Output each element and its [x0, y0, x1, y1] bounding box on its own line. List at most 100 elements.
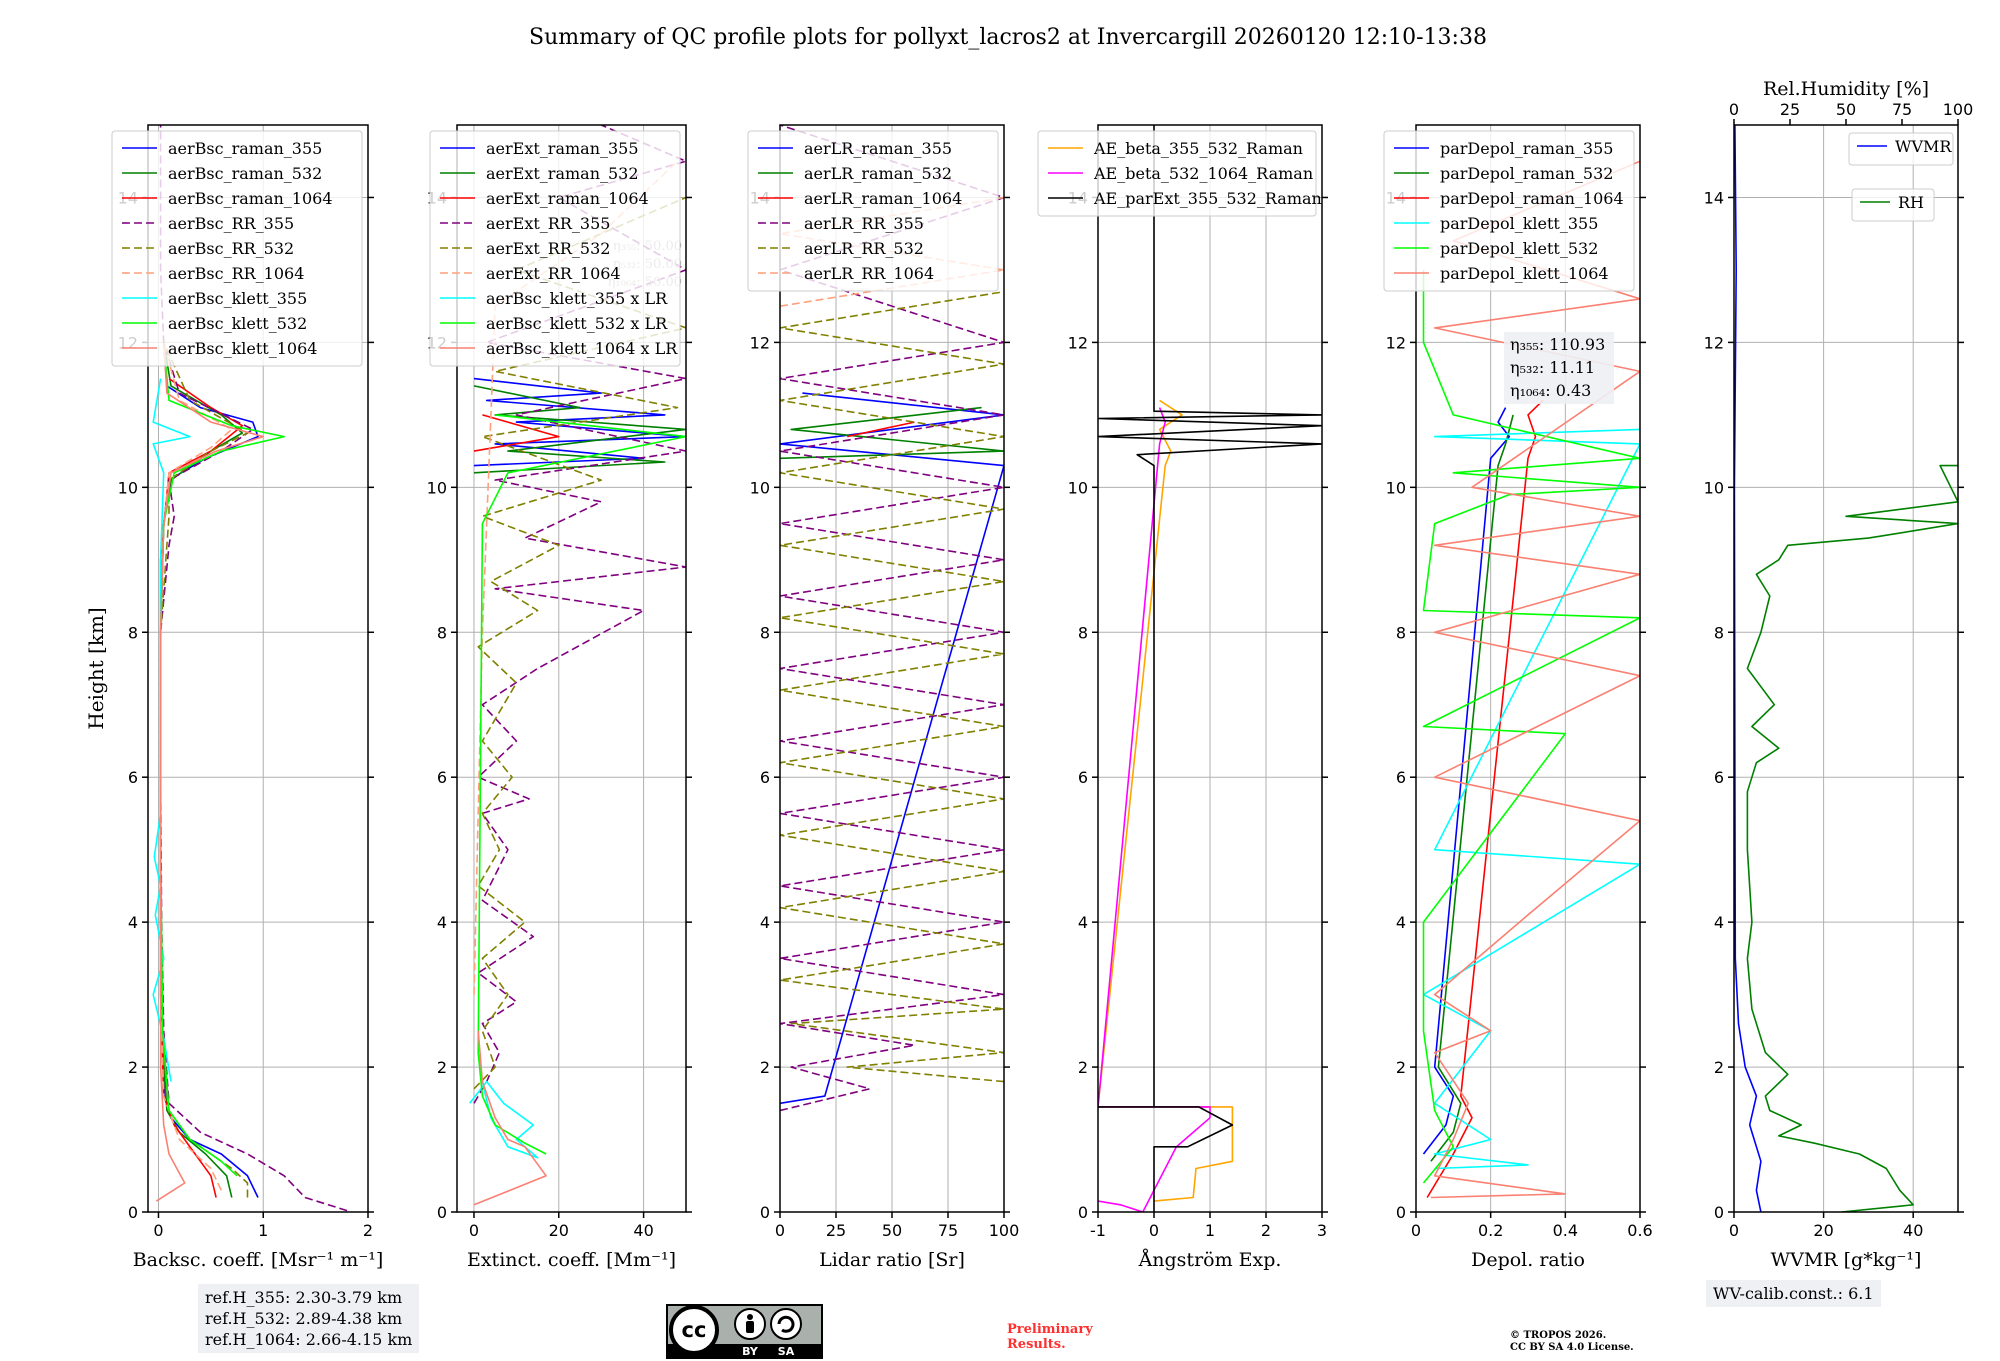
tick-label-y-ae: 10 — [1068, 478, 1088, 497]
legend-label-ext: aerExt_RR_355 — [486, 214, 610, 233]
tick-label-y-bsc: 6 — [128, 768, 138, 787]
legend-box-ae — [1037, 130, 1317, 217]
legend-label-depol: parDepol_klett_355 — [1440, 214, 1598, 233]
tick-label-y-ext: 2 — [437, 1058, 447, 1077]
tick-label-x-ext: 40 — [633, 1221, 653, 1240]
tick-label-x-lr: 25 — [826, 1221, 846, 1240]
legend-label-lr: aerLR_raman_532 — [804, 164, 952, 183]
subplot-depol: 00.20.40.602468101214Depol. ratioparDepo… — [1383, 124, 1653, 1271]
tick-label-top-wv: 100 — [1943, 100, 1974, 119]
tick-label-y-bsc: 10 — [118, 478, 138, 497]
series-line-wv — [1746, 464, 1958, 1212]
series-line-ae — [1098, 125, 1322, 1212]
tick-label-y-bsc: 0 — [128, 1203, 138, 1222]
top-axis-label-wv: Rel.Humidity [%] — [1763, 78, 1929, 100]
tick-label-x-ae: 3 — [1317, 1221, 1327, 1240]
axes-frame-ae — [1097, 124, 1323, 1213]
legend-box-wv — [1851, 188, 1935, 222]
series-group-wv — [1734, 125, 1958, 1212]
legend-label-bsc: aerBsc_RR_1064 — [168, 264, 304, 283]
cc-license-badge[interactable]: cc BY SA — [666, 1304, 823, 1359]
tick-label-top-wv: 50 — [1836, 100, 1856, 119]
figure-title: Summary of QC profile plots for pollyxt_… — [529, 25, 1487, 50]
tick-label-y-depol: 0 — [1396, 1203, 1406, 1222]
legend-label-depol: parDepol_raman_532 — [1440, 164, 1613, 183]
wv-calib-box: WV-calib.const.: 6.1 — [1706, 1280, 1881, 1307]
sa-share-icon — [770, 1308, 802, 1340]
tick-label-x-wv: 20 — [1813, 1221, 1833, 1240]
tick-label-x-ae: 1 — [1205, 1221, 1215, 1240]
tick-label-x-ext: 0 — [469, 1221, 479, 1240]
legend-label-lr: aerLR_raman_1064 — [804, 189, 962, 208]
series-line-bsc — [159, 125, 348, 1212]
legend-label-depol: parDepol_klett_532 — [1440, 239, 1598, 258]
tropos-credit: © TROPOS 2026. CC BY SA 4.0 License. — [1510, 1330, 1634, 1354]
legend-label-ae: AE_beta_532_1064_Raman — [1093, 164, 1313, 183]
legend-label-ext: aerBsc_klett_355 x LR — [486, 289, 668, 308]
x-axis-label-ae: Ångström Exp. — [1138, 1249, 1282, 1271]
series-line-depol — [1430, 414, 1514, 1162]
legend-label-ext: aerBsc_klett_1064 x LR — [486, 339, 678, 358]
preliminary-label: Preliminary Results. — [1007, 1322, 1093, 1352]
legend-label-depol: parDepol_raman_355 — [1440, 139, 1613, 158]
subplot-lr: 025507510002468101214Lidar ratio [Sr]aer… — [747, 124, 1019, 1271]
series-group-depol — [1422, 160, 1640, 1199]
series-line-bsc — [155, 342, 265, 1202]
axes-frame-depol — [1415, 124, 1641, 1213]
tick-label-y-lr: 2 — [760, 1058, 770, 1077]
credit-line-2: CC BY SA 4.0 License. — [1510, 1342, 1634, 1353]
tick-label-y-ae: 2 — [1078, 1058, 1088, 1077]
subplot-wv: 0 20 40 0 2 4 6 8 10 12 14 0 25 50 75 100 Rel.Humidity [… — [1704, 78, 1974, 1271]
series-line-ext — [473, 377, 686, 467]
tick-label-y-ae: 4 — [1078, 913, 1088, 932]
tick-label-y-wv: 2 — [1714, 1058, 1724, 1077]
tick-label-y-wv: 0 — [1714, 1203, 1724, 1222]
series-line-lr — [780, 125, 1004, 1112]
subplot-bsc: 01202468101214Backsc. coeff. [Msr⁻¹ m⁻¹]… — [84, 124, 383, 1271]
tick-label-x-ae: 0 — [1149, 1221, 1159, 1240]
cc-sa-label: SA — [778, 1345, 795, 1357]
series-line-ext — [473, 385, 686, 474]
tick-label-y-ext: 8 — [437, 623, 447, 642]
tick-label-x-depol: 0 — [1411, 1221, 1421, 1240]
legend-label-lr: aerLR_RR_532 — [804, 239, 924, 258]
legend-label-ext: aerExt_RR_1064 — [486, 264, 621, 283]
wv-calib-const: WV-calib.const.: 6.1 — [1713, 1284, 1874, 1303]
tick-label-y-wv: 12 — [1704, 333, 1724, 352]
tick-label-y-ae: 12 — [1068, 333, 1088, 352]
subplot-ae: -1012302468101214Ångström Exp.AE_beta_35… — [1037, 124, 1328, 1271]
ref-height-1064: ref.H_1064: 2.66-4.15 km — [205, 1330, 413, 1349]
series-line-depol — [1422, 269, 1640, 1184]
series-line-ext — [473, 414, 560, 452]
legend-box-bsc — [111, 130, 363, 367]
tick-label-y-wv: 6 — [1714, 768, 1724, 787]
tick-label-y-depol: 6 — [1396, 768, 1406, 787]
tick-label-y-lr: 8 — [760, 623, 770, 642]
legend-label-depol: parDepol_raman_1064 — [1440, 189, 1624, 208]
legend-box-ext — [429, 130, 681, 367]
legend-label-bsc: aerBsc_raman_355 — [168, 139, 322, 158]
tick-label-y-wv: 4 — [1714, 913, 1724, 932]
tick-label-x-bsc: 0 — [153, 1221, 163, 1240]
tick-label-x-wv: 0 — [1729, 1221, 1739, 1240]
series-line-ae — [1098, 399, 1234, 1202]
x-axis-label-depol: Depol. ratio — [1471, 1249, 1585, 1271]
legend-label-bsc: aerBsc_klett_532 — [168, 314, 307, 333]
tick-label-y-ae: 6 — [1078, 768, 1088, 787]
tick-label-y-lr: 0 — [760, 1203, 770, 1222]
tick-label-top-wv: 0 — [1729, 100, 1739, 119]
tick-label-x-ext: 20 — [549, 1221, 569, 1240]
tick-label-x-depol: 0.4 — [1553, 1221, 1578, 1240]
plot-area: 01202468101214Backsc. coeff. [Msr⁻¹ m⁻¹]… — [84, 78, 1973, 1271]
legend-label-bsc: aerBsc_RR_532 — [168, 239, 294, 258]
subplot-ext: 0204002468101214Extinct. coeff. [Mm⁻¹]η₃… — [427, 124, 692, 1271]
legend-label-bsc: aerBsc_raman_1064 — [168, 189, 333, 208]
tick-label-y-wv: 8 — [1714, 623, 1724, 642]
series-line-bsc — [159, 342, 233, 1191]
legend-label-bsc: aerBsc_klett_355 — [168, 289, 307, 308]
legend-label-ext: aerExt_RR_532 — [486, 239, 610, 258]
cc-logo-text: cc — [682, 1318, 707, 1342]
cc-logo-icon — [669, 1305, 719, 1355]
legend-label-bsc: aerBsc_raman_532 — [168, 164, 322, 183]
